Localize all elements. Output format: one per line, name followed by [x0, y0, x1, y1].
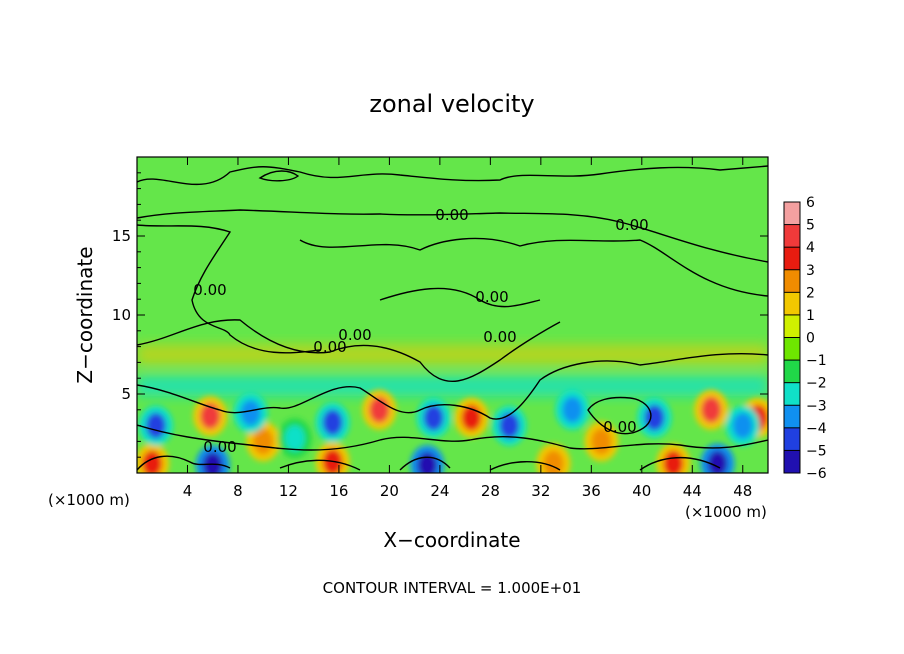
- x-tick-label: 20: [380, 482, 399, 500]
- colorbar-swatch: [784, 382, 800, 406]
- contour-label: 0.00: [435, 206, 468, 224]
- contour-line: [299, 237, 768, 297]
- contour-label: 0.00: [475, 288, 508, 306]
- x-tick-label: 28: [481, 482, 500, 500]
- warm-cell-core: [663, 450, 684, 473]
- colorbar-swatch: [784, 269, 800, 293]
- cold-cell-core: [284, 425, 305, 452]
- colorbar-swatch: [784, 292, 800, 315]
- contour-line: [137, 209, 768, 263]
- y-tick-label: 15: [112, 227, 131, 245]
- contour-line: [587, 396, 652, 435]
- colorbar-swatch: [784, 450, 800, 473]
- x-tick-label: 36: [582, 482, 601, 500]
- y-tick-label: 10: [112, 306, 131, 324]
- contour-label: 0.00: [483, 328, 516, 346]
- cold-cell-core: [732, 412, 753, 439]
- cyan-band: [137, 376, 768, 397]
- heatmap-field: 0.000.000.00 0.000.000.000.000.000.00: [137, 157, 768, 473]
- y-tick-label: 5: [121, 385, 131, 403]
- x-axis-label: X−coordinate: [383, 528, 520, 552]
- x-tick-label: 12: [279, 482, 298, 500]
- x-tick-label: 40: [632, 482, 651, 500]
- colorbar-swatch: [784, 427, 800, 451]
- contour-line: [137, 224, 321, 354]
- contour-line: [137, 424, 768, 451]
- cold-cell-core: [145, 412, 166, 439]
- x-unit-left: (×1000 m): [48, 491, 130, 509]
- x-unit-right: (×1000 m): [685, 503, 767, 521]
- colorbar-label: 5: [806, 218, 815, 234]
- x-tick-label: 44: [683, 482, 702, 500]
- x-tick-label: 32: [531, 482, 550, 500]
- contour-label: 0.00: [338, 326, 371, 344]
- colorbar-label: 0: [806, 331, 815, 347]
- contour-label: 0.00: [603, 418, 636, 436]
- cold-cell-core: [202, 452, 223, 473]
- contour-label: 0.00: [313, 338, 346, 356]
- colorbar-swatch: [784, 224, 800, 248]
- colorbar-swatch: [784, 202, 800, 225]
- contour-lines: [137, 165, 768, 471]
- x-tick-label: 8: [233, 482, 243, 500]
- cold-cell-core: [423, 404, 444, 431]
- cold-cell-core: [417, 452, 438, 473]
- warm-cell-core: [142, 450, 163, 473]
- yellow-band: [137, 344, 768, 365]
- colorbar-label: 4: [806, 240, 815, 256]
- contour-label: 0.00: [203, 438, 236, 456]
- cold-cell-core: [499, 412, 520, 439]
- cold-cell-core: [707, 450, 728, 473]
- warm-cell-core: [543, 450, 564, 473]
- colorbar-swatch: [784, 247, 800, 270]
- contour-label: 0.00: [615, 216, 648, 234]
- x-tick-label: 48: [733, 482, 752, 500]
- y-axis-label: Z−coordinate: [73, 246, 97, 383]
- contour-line: [379, 287, 541, 308]
- warm-cell-core: [253, 428, 274, 455]
- colorbar-swatch: [784, 360, 800, 383]
- x-tick-label: 24: [430, 482, 449, 500]
- colorbar-label: 6: [806, 195, 815, 211]
- chart-title: zonal velocity: [369, 90, 534, 118]
- colorbar-swatch: [784, 405, 800, 428]
- colorbar-label: −5: [806, 443, 827, 459]
- cold-cell-core: [644, 404, 665, 431]
- colorbar-label: −4: [806, 421, 827, 437]
- colorbar-label: 1: [806, 308, 815, 324]
- contour-line: [137, 455, 721, 471]
- colorbar-swatch: [784, 337, 800, 361]
- contour-line: [258, 170, 300, 182]
- contour-label-group: 0.000.000.00 0.000.000.000.000.000.00: [193, 206, 648, 456]
- warm-cell-core: [701, 396, 722, 423]
- colorbar-label: −1: [806, 353, 827, 369]
- contour-label: 0.00: [193, 281, 226, 299]
- contour-interval-note: CONTOUR INTERVAL = 1.000E+01: [323, 579, 582, 597]
- colorbar-label: 2: [806, 285, 815, 301]
- colorbar-label: −3: [806, 398, 827, 414]
- x-tick-label: 4: [183, 482, 193, 500]
- contour-line: [137, 319, 561, 382]
- colorbar-swatch: [784, 314, 800, 338]
- field-background: [137, 157, 768, 473]
- colorbar-label: −2: [806, 376, 827, 392]
- contour-line: [137, 165, 768, 186]
- contour-line: [137, 352, 768, 420]
- colorbar-label: 3: [806, 263, 815, 279]
- cold-cell-core: [240, 399, 261, 426]
- cold-cell-core: [562, 396, 583, 423]
- cold-cell-core: [322, 409, 343, 436]
- colorbar-label: −6: [806, 466, 827, 482]
- x-tick-label: 16: [329, 482, 348, 500]
- warm-cell-core: [200, 403, 221, 430]
- colorbar: 6 5 4 3 2 1 0 −1 −2 −3 −4 −5 −6: [783, 195, 827, 482]
